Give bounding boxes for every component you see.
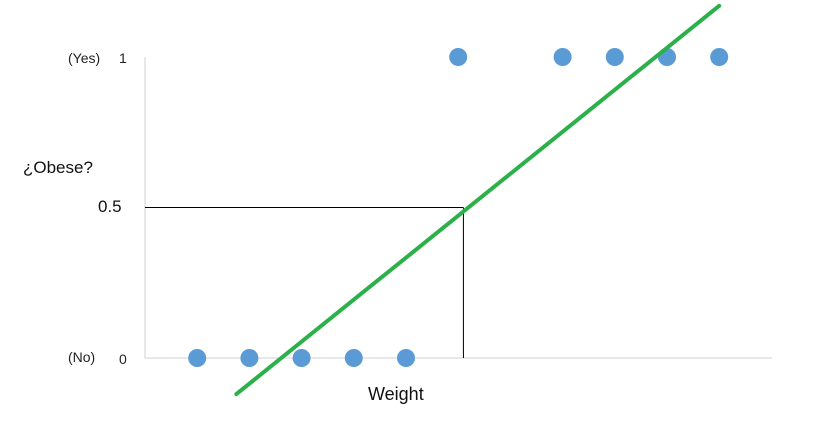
y-tick-label-0: 0: [119, 351, 127, 367]
data-point-3: [292, 349, 311, 367]
threshold-guides: [145, 207, 464, 358]
data-point-2: [240, 349, 259, 367]
data-point-7: [553, 48, 572, 66]
y-category-label-no: (No): [68, 349, 95, 365]
data-point-6: [449, 48, 468, 66]
fit-line-group: [234, 3, 722, 397]
data-point-10: [710, 48, 729, 66]
y-category-label-yes: (Yes): [68, 50, 100, 66]
data-point-4: [344, 349, 363, 367]
data-point-8: [605, 48, 624, 66]
x-axis-label: Weight: [368, 384, 424, 404]
data-points: [188, 48, 729, 367]
axis-labels: (Yes) 1 (No) 0 0.5 ¿Obese? Weight: [23, 50, 424, 404]
data-point-1: [188, 349, 207, 367]
threshold-label: 0.5: [98, 197, 122, 216]
fit-line: [234, 3, 722, 397]
y-tick-label-1: 1: [119, 50, 127, 66]
y-axis-label: ¿Obese?: [23, 158, 93, 177]
data-point-5: [397, 349, 415, 367]
